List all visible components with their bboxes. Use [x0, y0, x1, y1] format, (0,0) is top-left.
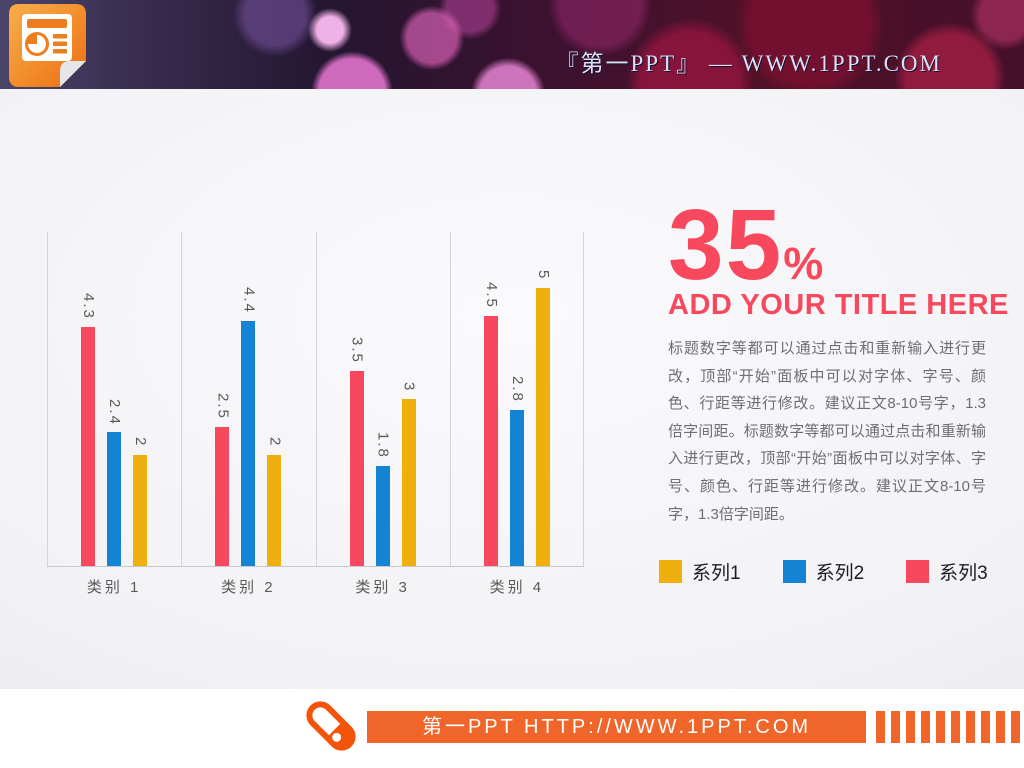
- big-number: 35%: [668, 195, 823, 295]
- bar-系列1-类别 2: [267, 454, 282, 566]
- legend-label: 系列2: [815, 563, 865, 584]
- legend-swatch: [782, 560, 806, 583]
- bar-系列3-类别 2: [215, 426, 230, 566]
- banner: 『第一PPT』 — WWW.1PPT.COM: [0, 0, 1024, 90]
- bar-data-label: 2.4: [106, 398, 124, 426]
- footer-bar-text: 第一PPT HTTP://WWW.1PPT.COM: [421, 716, 812, 738]
- panel-body-text: 标题数字等都可以通过点击和重新输入进行更改，顶部“开始”面板中可以对字体、字号、…: [668, 340, 986, 523]
- legend-item: 系列1: [659, 558, 741, 585]
- footer: 第一PPT HTTP://WWW.1PPT.COM: [0, 689, 1024, 768]
- chart-legend: 系列1 系列2 系列3: [659, 558, 988, 585]
- legend-item: 系列3: [906, 558, 988, 585]
- bar-chart-plot: 4.3 2.4 2 2.5 4.4 2 3.5 1.8 3 4.5 2.8 5: [47, 232, 584, 567]
- bar-data-label: 2: [266, 437, 284, 448]
- category-gridline: [449, 232, 451, 566]
- category-gridline: [181, 232, 183, 566]
- powerpoint-logo-icon: [9, 4, 86, 87]
- bar-系列3-类别 1: [81, 326, 96, 566]
- bar-系列2-类别 4: [509, 410, 524, 566]
- bar-data-label: 3.5: [348, 337, 366, 365]
- bar-系列1-类别 4: [535, 287, 550, 566]
- category-label: 类别 2: [221, 579, 276, 596]
- bar-系列2-类别 1: [107, 432, 122, 566]
- bar-系列1-类别 1: [133, 454, 148, 566]
- bar-系列1-类别 3: [401, 399, 416, 566]
- big-number-value: 35: [668, 189, 784, 301]
- bar-data-label: 3: [400, 381, 418, 392]
- bar-系列3-类别 3: [349, 371, 364, 566]
- category-label: 类别 1: [86, 579, 142, 596]
- category-gridline: [583, 232, 584, 566]
- panel-title: ADD YOUR TITLE HERE: [668, 289, 1009, 321]
- bar-data-label: 2: [132, 437, 150, 448]
- bar-data-label: 2.5: [214, 392, 232, 420]
- bar-data-label: 4.3: [80, 292, 98, 320]
- bar-系列3-类别 4: [483, 315, 498, 566]
- bar-data-label: 4.5: [482, 281, 500, 309]
- category-gridline: [315, 232, 317, 566]
- bar-data-label: 5: [534, 270, 552, 281]
- category-label: 类别 4: [489, 579, 545, 596]
- legend-swatch: [659, 560, 682, 583]
- category-gridline: [47, 232, 48, 566]
- bar-data-label: 2.8: [508, 376, 526, 404]
- bar-data-label: 4.4: [240, 287, 258, 315]
- footer-stripes: [876, 711, 1024, 743]
- bar-系列2-类别 3: [375, 465, 390, 566]
- legend-swatch: [906, 560, 930, 583]
- legend-label: 系列1: [692, 563, 741, 584]
- banner-title: 『第一PPT』 — WWW.1PPT.COM: [555, 51, 942, 76]
- category-label: 类别 3: [355, 579, 410, 596]
- legend-label: 系列3: [939, 563, 988, 584]
- chalk-icon: [300, 695, 362, 757]
- content-area: 4.3 2.4 2 2.5 4.4 2 3.5 1.8 3 4.5 2.8 5 类别 1 类别 2 类别 …: [0, 89, 1024, 689]
- category-axis: 类别 1 类别 2 类别 3 类别 4: [47, 576, 584, 598]
- bar-系列2-类别 2: [241, 321, 256, 566]
- legend-item: 系列2: [782, 558, 865, 585]
- footer-bar: 第一PPT HTTP://WWW.1PPT.COM: [367, 711, 866, 743]
- bar-data-label: 1.8: [374, 431, 392, 459]
- percent-sign: %: [783, 238, 824, 289]
